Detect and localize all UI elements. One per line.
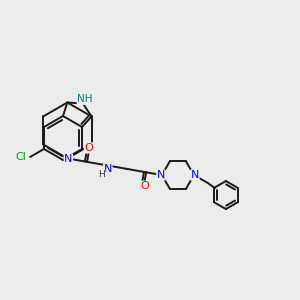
Text: O: O bbox=[140, 181, 149, 191]
Text: H: H bbox=[98, 170, 105, 179]
Text: N: N bbox=[157, 170, 165, 180]
Text: Cl: Cl bbox=[15, 152, 26, 162]
Text: O: O bbox=[84, 143, 93, 153]
Text: N: N bbox=[191, 170, 199, 180]
Text: N: N bbox=[103, 164, 112, 174]
Text: N: N bbox=[64, 154, 73, 164]
Text: NH: NH bbox=[77, 94, 93, 104]
